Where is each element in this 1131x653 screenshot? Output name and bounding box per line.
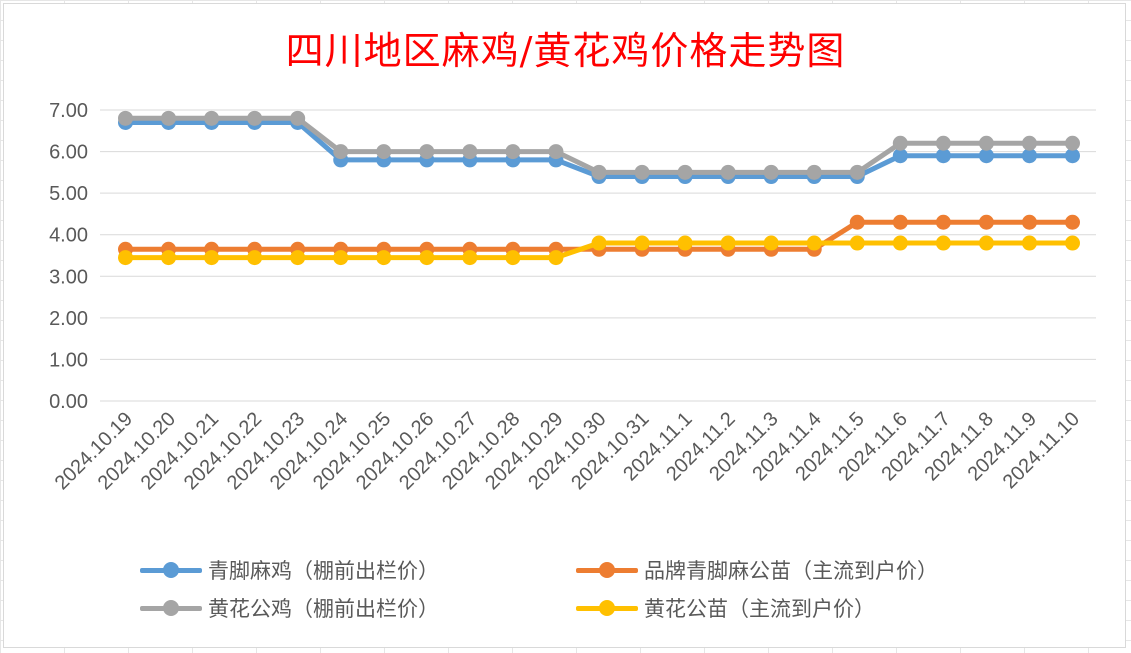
legend-item-series-3: 黄花公鸡（棚前出栏价）: [140, 590, 439, 626]
legend-label-series-3: 黄花公鸡（棚前出栏价）: [208, 597, 439, 621]
data-point-series-4: [677, 235, 693, 251]
legend-item-series-1: 青脚麻鸡（棚前出栏价）: [140, 552, 439, 588]
legend-swatch-series-3: [140, 590, 202, 626]
data-point-series-4: [935, 235, 951, 251]
data-point-series-3: [591, 164, 607, 180]
legend-swatch-series-2: [576, 552, 638, 588]
data-point-series-1: [1065, 148, 1080, 164]
data-point-series-4: [118, 250, 133, 266]
data-point-series-4: [1065, 235, 1080, 251]
data-point-series-4: [634, 235, 650, 251]
data-point-series-2: [849, 214, 865, 230]
data-point-series-4: [849, 235, 865, 251]
legend-swatch-series-4: [576, 590, 638, 626]
data-point-series-4: [892, 235, 908, 251]
data-point-series-4: [419, 250, 435, 266]
y-tick-label: 4.00: [49, 225, 88, 247]
data-point-series-3: [677, 164, 693, 180]
y-tick-label: 0.00: [49, 391, 88, 413]
data-point-series-4: [247, 250, 263, 266]
data-point-series-4: [376, 250, 392, 266]
x-axis-ticks: 2024.10.192024.10.202024.10.212024.10.22…: [51, 408, 1084, 494]
data-point-series-4: [720, 235, 736, 251]
data-point-series-4: [806, 235, 822, 251]
legend-label-series-2: 品牌青脚麻公苗（主流到户价）: [644, 559, 938, 583]
data-point-series-3: [462, 144, 478, 160]
data-point-series-1: [935, 148, 951, 164]
data-point-series-4: [290, 250, 306, 266]
legend-swatch-series-1: [140, 552, 202, 588]
data-point-series-3: [376, 144, 392, 160]
y-tick-label: 1.00: [49, 349, 88, 371]
series-group: [118, 110, 1080, 266]
y-tick-label: 3.00: [49, 266, 88, 288]
data-point-series-3: [290, 110, 306, 126]
chart-title: 四川地区麻鸡/黄花鸡价格走势图: [285, 29, 846, 73]
data-point-series-1: [978, 148, 994, 164]
data-point-series-4: [333, 250, 349, 266]
data-point-series-4: [505, 250, 521, 266]
data-point-series-2: [892, 214, 908, 230]
y-tick-label: 7.00: [49, 100, 88, 122]
data-point-series-2: [978, 214, 994, 230]
legend-label-series-1: 青脚麻鸡（棚前出栏价）: [208, 559, 439, 583]
data-point-series-1: [892, 148, 908, 164]
data-point-series-4: [548, 250, 564, 266]
data-point-series-3: [204, 110, 220, 126]
data-point-series-4: [462, 250, 478, 266]
data-point-series-4: [1021, 235, 1037, 251]
y-tick-label: 5.00: [49, 183, 88, 205]
data-point-series-1: [1021, 148, 1037, 164]
data-point-series-4: [204, 250, 220, 266]
data-point-series-3: [505, 144, 521, 160]
data-point-series-2: [935, 214, 951, 230]
data-point-series-3: [247, 110, 263, 126]
data-point-series-3: [806, 164, 822, 180]
y-tick-label: 6.00: [49, 142, 88, 164]
data-point-series-2: [1065, 214, 1080, 230]
data-point-series-3: [892, 135, 908, 151]
data-point-series-3: [634, 164, 650, 180]
data-point-series-4: [161, 250, 177, 266]
legend: 青脚麻鸡（棚前出栏价） 品牌青脚麻公苗（主流到户价） 黄花公鸡（棚前出栏价） 黄…: [140, 552, 1040, 632]
data-point-series-3: [1021, 135, 1037, 151]
legend-item-series-4: 黄花公苗（主流到户价）: [576, 590, 875, 626]
data-point-series-4: [978, 235, 994, 251]
data-point-series-3: [849, 164, 865, 180]
data-point-series-3: [118, 110, 133, 126]
legend-label-series-4: 黄花公苗（主流到户价）: [644, 597, 875, 621]
series-line-3: [123, 115, 1075, 175]
data-point-series-4: [591, 235, 607, 251]
data-point-series-3: [720, 164, 736, 180]
data-point-series-2: [1021, 214, 1037, 230]
data-point-series-3: [333, 144, 349, 160]
y-axis-ticks: 0.00 1.00 2.00 3.00 4.00 5.00 6.00 7.00: [49, 100, 88, 413]
legend-item-series-2: 品牌青脚麻公苗（主流到户价）: [576, 552, 938, 588]
y-tick-label: 2.00: [49, 308, 88, 330]
gridlines: [100, 109, 1096, 402]
data-point-series-4: [763, 235, 779, 251]
data-point-series-3: [419, 144, 435, 160]
data-point-series-3: [1065, 135, 1080, 151]
data-point-series-3: [763, 164, 779, 180]
data-point-series-3: [161, 110, 177, 126]
data-point-series-3: [978, 135, 994, 151]
data-point-series-3: [935, 135, 951, 151]
data-point-series-3: [548, 144, 564, 160]
